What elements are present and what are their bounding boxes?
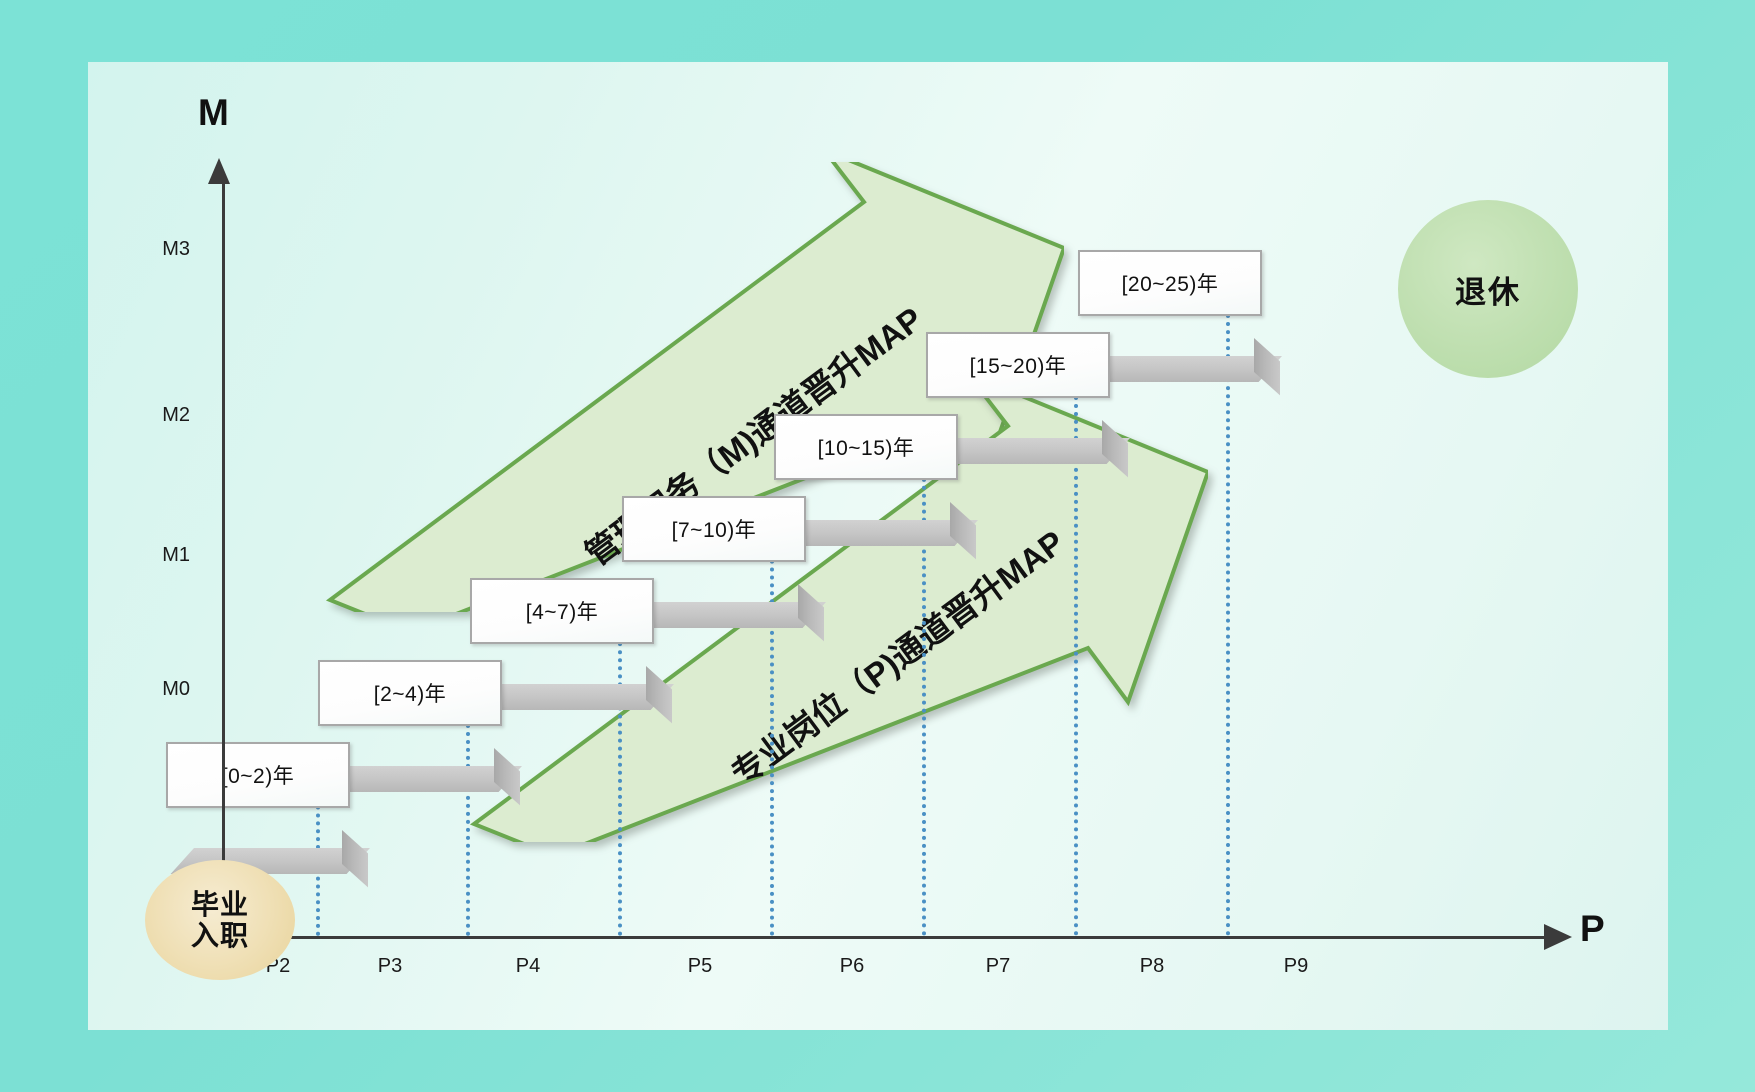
x-tick-p8: P8	[1139, 955, 1165, 977]
y-tick-m0: M0	[162, 678, 190, 700]
step-tread	[1082, 356, 1282, 382]
step-tread	[778, 520, 978, 546]
step-label-text: [7~10)年	[671, 519, 757, 542]
step-label: [4~7)年	[470, 578, 654, 644]
diagram-panel: 管理职务（M)通道晋升MAP 专业岗位（P)通道晋升MAP [20~25)年 […	[88, 62, 1668, 1030]
y-axis-arrow-icon	[208, 158, 230, 184]
step-label: [15~20)年	[926, 332, 1110, 398]
step-label-text: [4~7)年	[525, 601, 599, 624]
x-tick-p6: P6	[839, 955, 865, 977]
graduation-label-line1: 毕业	[190, 888, 249, 920]
step-label: [20~25)年	[1078, 250, 1262, 316]
step-riser	[342, 830, 368, 888]
x-tick-p3: P3	[377, 955, 403, 977]
step-label-text: [20~25)年	[1121, 273, 1219, 296]
y-tick-m3: M3	[162, 238, 190, 260]
y-tick-m2: M2	[162, 404, 190, 426]
step-label-text: [15~20)年	[969, 355, 1067, 378]
x-tick-p4: P4	[515, 955, 541, 977]
step-label: [0~2)年	[166, 742, 350, 808]
step-label-text: [0~2)年	[221, 765, 295, 788]
retirement-label: 退休	[1455, 274, 1521, 310]
step-label: [2~4)年	[318, 660, 502, 726]
y-tick-m1: M1	[162, 544, 190, 566]
step-tread	[930, 438, 1130, 464]
step-label-text: [2~4)年	[373, 683, 447, 706]
x-axis-arrow-icon	[1544, 924, 1572, 950]
graduation-label-line2: 入职	[190, 920, 249, 951]
y-axis	[222, 178, 225, 938]
graduation-node[interactable]: 毕业 入职	[145, 860, 295, 980]
step-riser	[1254, 338, 1280, 396]
guide-p7	[1074, 364, 1078, 936]
step-label: [10~15)年	[774, 414, 958, 480]
guide-p5	[770, 528, 774, 936]
guide-p8	[1226, 290, 1230, 936]
x-axis-title: P	[1580, 908, 1605, 949]
retirement-node[interactable]: 退休	[1398, 200, 1578, 378]
guide-p3	[466, 692, 470, 936]
step-label-text: [10~15)年	[817, 437, 915, 460]
x-axis	[222, 936, 1552, 939]
step-tread	[322, 766, 522, 792]
y-axis-title: M	[198, 92, 229, 133]
x-tick-p9: P9	[1283, 955, 1309, 977]
guide-p4	[618, 610, 622, 936]
step-tread	[474, 684, 674, 710]
x-tick-p7: P7	[985, 955, 1011, 977]
step-tread	[626, 602, 826, 628]
x-tick-p5: P5	[687, 955, 713, 977]
guide-p6	[922, 446, 926, 936]
p-channel-arrow	[469, 382, 1208, 842]
step-label: [7~10)年	[622, 496, 806, 562]
